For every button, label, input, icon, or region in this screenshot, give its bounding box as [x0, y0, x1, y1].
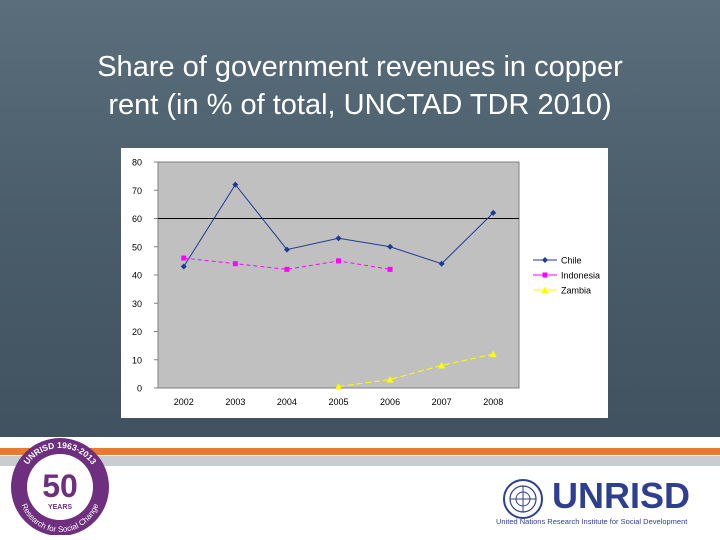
data-point-zambia — [489, 350, 497, 358]
x-tick-label: 2006 — [380, 397, 400, 407]
x-tick-label: 2005 — [328, 397, 348, 407]
legend-label-chile: Chile — [561, 256, 582, 266]
chart-container: 0 10 20 30 40 50 60 70 80 2002 2003 2004 2005 2006 200… — [121, 148, 608, 418]
legend-label-indonesia: Indonesia — [561, 271, 600, 281]
y-tick-label: 0 — [137, 384, 142, 394]
data-point-chile — [335, 235, 342, 242]
x-tick-label: 2007 — [432, 397, 452, 407]
data-point-indonesia — [387, 266, 393, 272]
data-point-chile — [283, 246, 290, 253]
legend-marker-zambia — [541, 286, 549, 293]
legend-label-zambia: Zambia — [561, 286, 591, 296]
data-point-chile — [438, 260, 445, 267]
logo-number: 50 — [42, 468, 78, 504]
y-tick-label: 10 — [132, 355, 142, 365]
plot-area — [157, 161, 520, 389]
y-tick-label: 40 — [132, 271, 142, 281]
x-tick-label: 2003 — [225, 397, 245, 407]
data-point-indonesia — [336, 258, 341, 264]
slide-title-line-1: Share of government revenues in copper — [97, 51, 623, 83]
y-tick-label: 70 — [132, 186, 142, 196]
series-line-zambia — [338, 353, 494, 388]
footer-stripe-orange — [0, 448, 720, 455]
brand-name: UNRISD — [552, 475, 691, 516]
y-tick-label: 30 — [132, 299, 142, 309]
x-tick-label: 2002 — [174, 397, 194, 407]
y-tick-label: 50 — [132, 242, 142, 252]
brand-subtitle: United Nations Research Institute for So… — [496, 517, 688, 526]
data-point-indonesia — [284, 266, 290, 272]
y-tick-label: 60 — [132, 214, 142, 224]
x-tick-label: 2008 — [483, 397, 503, 407]
anniversary-logo: UNRISD 1963-2013 Research for Social Cha… — [11, 438, 109, 535]
data-point-chile — [387, 243, 394, 250]
un-emblem-icon — [503, 479, 543, 519]
data-point-zambia — [386, 376, 394, 383]
x-tick-label: 2004 — [277, 397, 297, 407]
footer-stripe-grey — [0, 456, 720, 466]
legend-marker-indonesia — [542, 272, 548, 278]
data-point-zambia — [335, 383, 342, 390]
y-tick-label: 80 — [132, 158, 142, 168]
data-point-indonesia — [232, 261, 238, 267]
logo-years: YEARS — [48, 504, 72, 511]
data-point-indonesia — [181, 255, 187, 261]
data-point-chile — [490, 209, 497, 216]
data-point-chile — [180, 263, 187, 270]
data-point-chile — [232, 181, 239, 188]
legend-marker-chile — [542, 257, 548, 263]
slide-title-line-2: rent (in % of total, UNCTAD TDR 2010) — [108, 89, 612, 121]
data-point-zambia — [438, 361, 446, 369]
slide-title: Share of government revenues in copper r… — [20, 48, 700, 124]
y-tick-label: 20 — [132, 327, 142, 337]
line-chart: 0 10 20 30 40 50 60 70 80 2002 2003 2004 2005 2006 200… — [132, 158, 600, 408]
